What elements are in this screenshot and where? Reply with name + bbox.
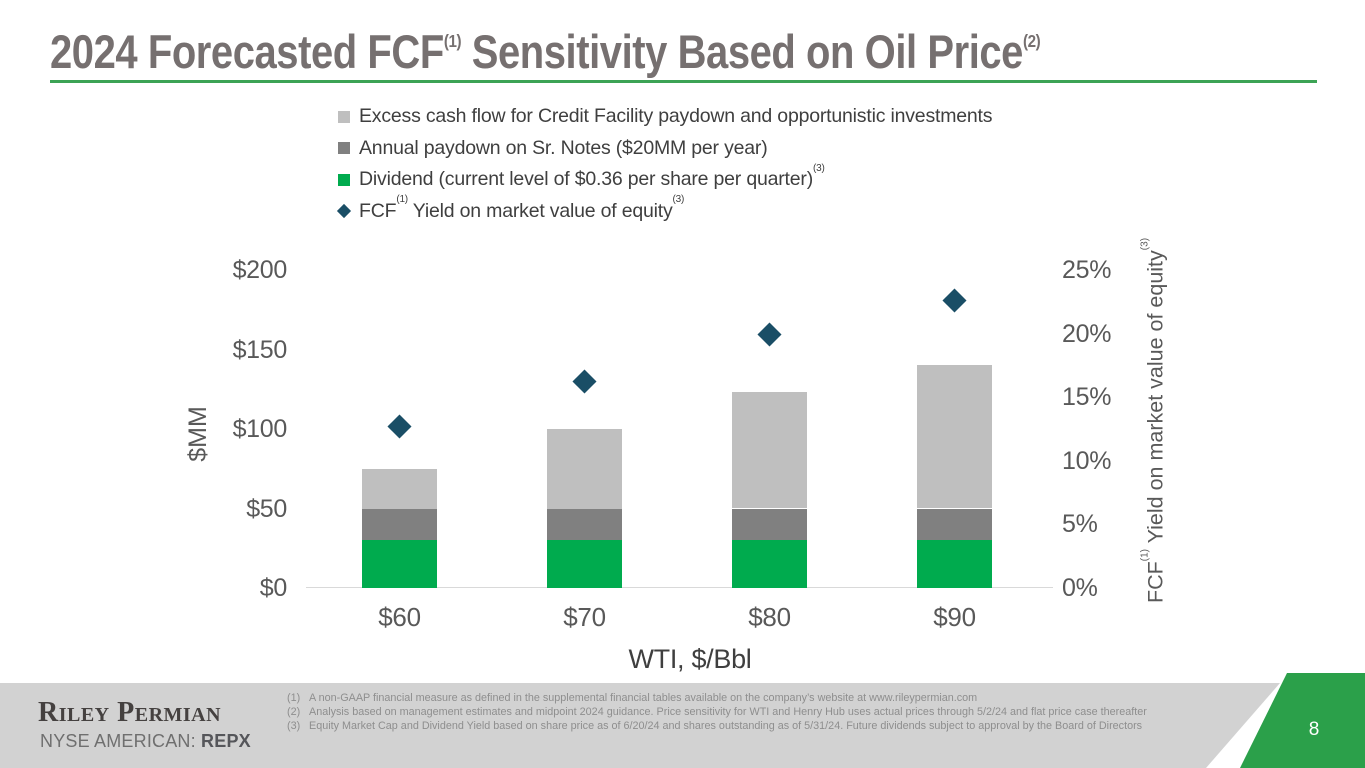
legend-item: FCF(1) Yield on market value of equity(3… [336, 194, 992, 228]
superscript-footnote-ref: (3) [1139, 237, 1151, 251]
listing-label: NYSE AMERICAN: [40, 731, 202, 751]
footnote-text: Equity Market Cap and Dividend Yield bas… [309, 720, 1143, 733]
legend-item: Excess cash flow for Credit Facility pay… [338, 101, 993, 133]
bar-segment [917, 540, 992, 588]
footnote-number: (1) [287, 692, 301, 704]
footnote-number: (2) [287, 706, 301, 719]
y-axis-tick-label: $150 [232, 335, 288, 364]
footnote: (3) Equity Market Cap and Dividend Yield … [287, 719, 1187, 733]
superscript-footnote-ref: (1) [396, 194, 408, 206]
superscript-footnote-ref: (2) [1022, 31, 1041, 52]
footnote: (1) A non-GAAP financial measure as defin… [287, 691, 1187, 705]
right-axis-tick-label: 5% [1062, 510, 1098, 539]
legend-item: Annual paydown on Sr. Notes ($20MM per y… [338, 133, 992, 165]
stock-listing: NYSE AMERICAN: REPX [40, 731, 251, 752]
right-axis-tick-label: 10% [1062, 446, 1112, 475]
y-axis-tick-label: $0 [259, 574, 288, 602]
fcf-yield-point [387, 414, 412, 439]
legend-swatch-icon [338, 110, 350, 123]
y-axis-tick-label: $50 [246, 494, 287, 523]
fcf-yield-point [757, 322, 782, 347]
y-axis-tick-label: $200 [232, 256, 288, 284]
superscript-footnote-ref: (1) [1139, 549, 1151, 562]
right-axis-tick-label: 0% [1062, 574, 1098, 602]
superscript-footnote-ref: (3) [813, 162, 825, 174]
company-logo-text: Riley Permian [38, 697, 222, 728]
bar-segment [547, 540, 622, 588]
legend-label: FCF(1) Yield on market value of equity(3… [359, 194, 685, 222]
bar-segment [732, 392, 807, 509]
right-axis-tick-label: 15% [1062, 383, 1112, 412]
fcf-yield-point [942, 288, 967, 313]
legend-swatch-icon [338, 173, 350, 186]
bar-segment [917, 508, 992, 541]
page-title: 2024 Forecasted FCF(1) Sensitivity Based… [50, 25, 1041, 78]
x-axis-title: WTI, $/Bbl [628, 644, 752, 674]
ticker-symbol: REPX [201, 731, 251, 751]
legend-item: Dividend (current level of $0.36 per sha… [338, 162, 992, 196]
bar-segment [917, 365, 992, 509]
page-number: 8 [1308, 719, 1320, 740]
bar-segment [362, 508, 437, 541]
diamond-icon [336, 204, 352, 219]
right-axis-tick-label: 25% [1062, 256, 1112, 284]
right-axis-tick-label: 20% [1062, 319, 1112, 348]
superscript-footnote-ref: (1) [443, 31, 462, 52]
bar-segment [547, 429, 622, 509]
legend-swatch-icon [338, 142, 350, 155]
x-axis-tick-label: $70 [563, 602, 606, 632]
legend-label: Dividend (current level of $0.36 per sha… [359, 162, 825, 191]
x-axis-line [306, 587, 1053, 588]
y-axis-tick-label: $100 [232, 415, 288, 443]
footnote-number: (3) [287, 720, 301, 733]
footnote-text: Analysis based on management estimates a… [309, 706, 1147, 719]
title-underline [50, 80, 1317, 83]
chart-legend: Excess cash flow for Credit Facility pay… [336, 101, 993, 228]
legend-label: Annual paydown on Sr. Notes ($20MM per y… [359, 136, 768, 159]
footnote: (2) Analysis based on management estimate… [287, 705, 1187, 719]
bar-segment [547, 508, 622, 541]
x-axis-tick-label: $80 [748, 602, 791, 632]
x-axis-tick-label: $60 [378, 602, 421, 632]
legend-label: Excess cash flow for Credit Facility pay… [359, 105, 993, 128]
bar-segment [362, 540, 437, 588]
x-axis-tick-label: $90 [933, 602, 976, 632]
bar-segment [362, 468, 437, 509]
bar-segment [732, 508, 807, 541]
footnote-text: A non-GAAP financial measure as defined … [309, 692, 978, 704]
footer-band [0, 683, 1280, 768]
footnotes: (1) A non-GAAP financial measure as defin… [287, 691, 1187, 734]
fcf-yield-point [572, 369, 597, 394]
superscript-footnote-ref: (3) [672, 194, 685, 206]
bar-segment [732, 540, 807, 588]
